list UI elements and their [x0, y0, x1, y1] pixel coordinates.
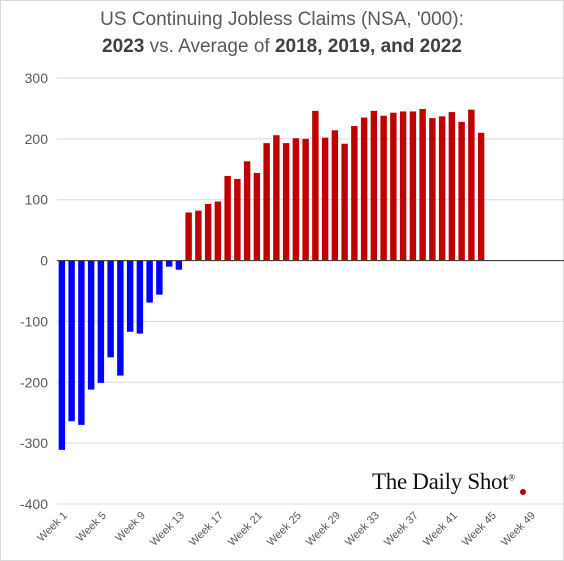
bar	[419, 109, 426, 261]
bar	[78, 260, 85, 425]
y-tick-label: 0	[40, 253, 48, 269]
bar	[214, 201, 222, 261]
x-tick-label: Week 37	[382, 510, 421, 549]
brand-text: The Daily Shot	[372, 469, 509, 494]
brand-dot	[520, 489, 526, 495]
title-line-2: 2023 vs. Average of 2018, 2019, and 2022	[0, 33, 564, 60]
x-tick-label: Week 33	[343, 510, 382, 549]
title-middle: vs. Average of	[144, 36, 275, 57]
brand-logo: The Daily Shot®	[372, 469, 515, 495]
bar	[331, 130, 339, 261]
bar	[146, 260, 153, 303]
x-tick-label: Week 49	[499, 510, 538, 549]
bar	[87, 260, 95, 390]
y-tick-label: 100	[25, 192, 49, 208]
y-tick-label: -400	[20, 496, 48, 512]
x-tick-label: Week 25	[265, 510, 304, 549]
x-tick-label: Week 9	[113, 510, 148, 545]
x-tick-label: Week 41	[421, 510, 460, 549]
bar	[282, 143, 290, 261]
brand-registered-mark: ®	[508, 472, 515, 483]
bar	[204, 203, 212, 261]
bar	[380, 115, 387, 261]
x-axis: Week 1 Week 5 Week 9 Week 13 Week 17 Week 21 W…	[35, 510, 538, 549]
x-tick-label: Week 17	[187, 510, 226, 549]
bar	[409, 111, 417, 261]
y-axis: 300 200 100 0 -100 -200 -300 -400	[20, 70, 48, 512]
bar	[468, 109, 475, 261]
bar	[126, 260, 134, 332]
bar	[253, 172, 261, 261]
bar	[302, 138, 309, 261]
bar	[341, 143, 348, 261]
bar	[312, 110, 319, 261]
bar	[448, 112, 456, 261]
bar	[234, 179, 241, 261]
bar	[68, 260, 75, 422]
bar	[263, 143, 270, 261]
bar	[136, 260, 144, 334]
x-tick-label: Week 29	[304, 510, 343, 549]
title-line-1: US Continuing Jobless Claims (NSA, '000)…	[100, 9, 464, 30]
bar	[477, 132, 485, 261]
x-tick-label: Week 13	[148, 510, 187, 549]
bar	[185, 212, 192, 261]
x-tick-label: Week 45	[460, 510, 499, 549]
title-year: 2023	[102, 36, 145, 57]
bar	[107, 260, 114, 358]
bars	[58, 109, 485, 450]
bar	[156, 260, 163, 295]
bar	[351, 126, 358, 261]
bar	[458, 121, 465, 261]
y-tick-label: -100	[20, 313, 48, 329]
y-tick-label: 300	[25, 70, 49, 86]
bar	[273, 135, 280, 261]
bar	[390, 112, 397, 261]
bar	[429, 118, 436, 261]
bar	[117, 260, 124, 376]
bar	[292, 138, 300, 261]
y-tick-label: -300	[20, 435, 48, 451]
title-years: 2018, 2019, and 2022	[274, 36, 462, 57]
x-tick-label: Week 1	[35, 510, 70, 545]
bar	[370, 110, 378, 261]
bar	[175, 260, 183, 270]
bar	[243, 161, 251, 261]
bar	[97, 260, 105, 383]
bar	[438, 116, 446, 261]
bar	[360, 117, 368, 261]
y-tick-label: -200	[20, 374, 48, 390]
bar	[195, 210, 202, 261]
y-tick-label: 200	[25, 131, 49, 147]
bar	[399, 111, 407, 261]
bar	[165, 260, 173, 267]
chart-title: US Continuing Jobless Claims (NSA, '000)…	[0, 6, 564, 60]
x-tick-label: Week 5	[74, 510, 109, 545]
bar	[58, 260, 66, 450]
bar	[321, 137, 329, 261]
bar	[224, 175, 231, 261]
x-tick-label: Week 21	[226, 510, 265, 549]
